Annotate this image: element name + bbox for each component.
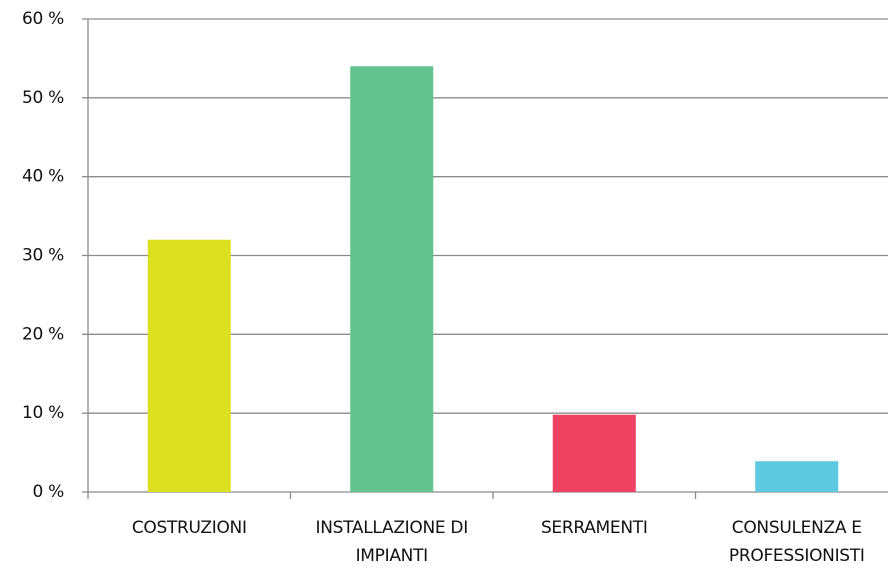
- y-tick-label: 40 %: [22, 167, 64, 187]
- x-tick-label: COSTRUZIONI: [132, 518, 247, 538]
- bar: [755, 461, 839, 492]
- x-tick-label: CONSULENZA E PROFESSIONISTI: [729, 518, 865, 566]
- bar: [147, 239, 231, 492]
- y-tick-label: 10 %: [22, 403, 64, 423]
- y-tick-label: 60 %: [22, 9, 64, 29]
- x-tick-label: SERRAMENTI: [541, 518, 648, 538]
- x-tick-label: INSTALLAZIONE DI IMPIANTI: [316, 518, 468, 566]
- y-tick-label: 30 %: [22, 246, 64, 266]
- bar: [552, 414, 636, 492]
- y-tick-label: 20 %: [22, 324, 64, 344]
- bar: [350, 66, 434, 493]
- y-tick-label: 0 %: [33, 482, 65, 502]
- y-tick-label: 50 %: [22, 88, 64, 108]
